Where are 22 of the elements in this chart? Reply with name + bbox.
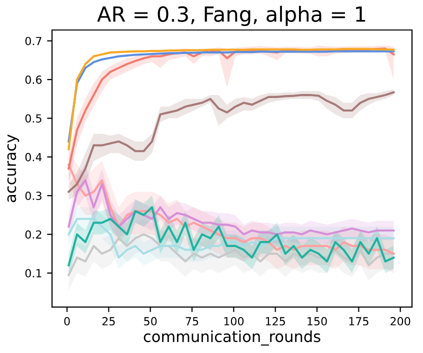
x-tick-label: 25 [102, 317, 115, 326]
y-axis-title: accuracy [7, 134, 20, 202]
chart-title: AR = 0.3, Fang, alpha = 1 [97, 6, 366, 26]
y-tick-label: 0.1 [25, 269, 42, 278]
x-tick-label: 100 [224, 317, 244, 326]
y-tick-label: 0.6 [25, 76, 42, 84]
x-tick-label: 200 [390, 317, 410, 326]
x-tick-label: 0 [64, 317, 70, 326]
y-tick-label: 0.7 [25, 36, 42, 46]
x-axis-title: communication_rounds [144, 330, 320, 346]
line-series [68, 233, 395, 276]
y-tick-label: 0.5 [25, 114, 42, 123]
y-tick-label: 0.2 [25, 230, 42, 239]
x-tick-label: 50 [144, 317, 157, 326]
y-tick-label: 0.4 [25, 152, 42, 162]
x-tick-label: 150 [308, 317, 327, 326]
x-tick-label: 125 [266, 317, 285, 326]
line-series [68, 179, 395, 236]
x-tick-label: 75 [186, 317, 198, 326]
x-tick-label: 175 [349, 317, 368, 326]
line-series [68, 218, 395, 259]
y-tick-label: 0.3 [25, 192, 42, 200]
